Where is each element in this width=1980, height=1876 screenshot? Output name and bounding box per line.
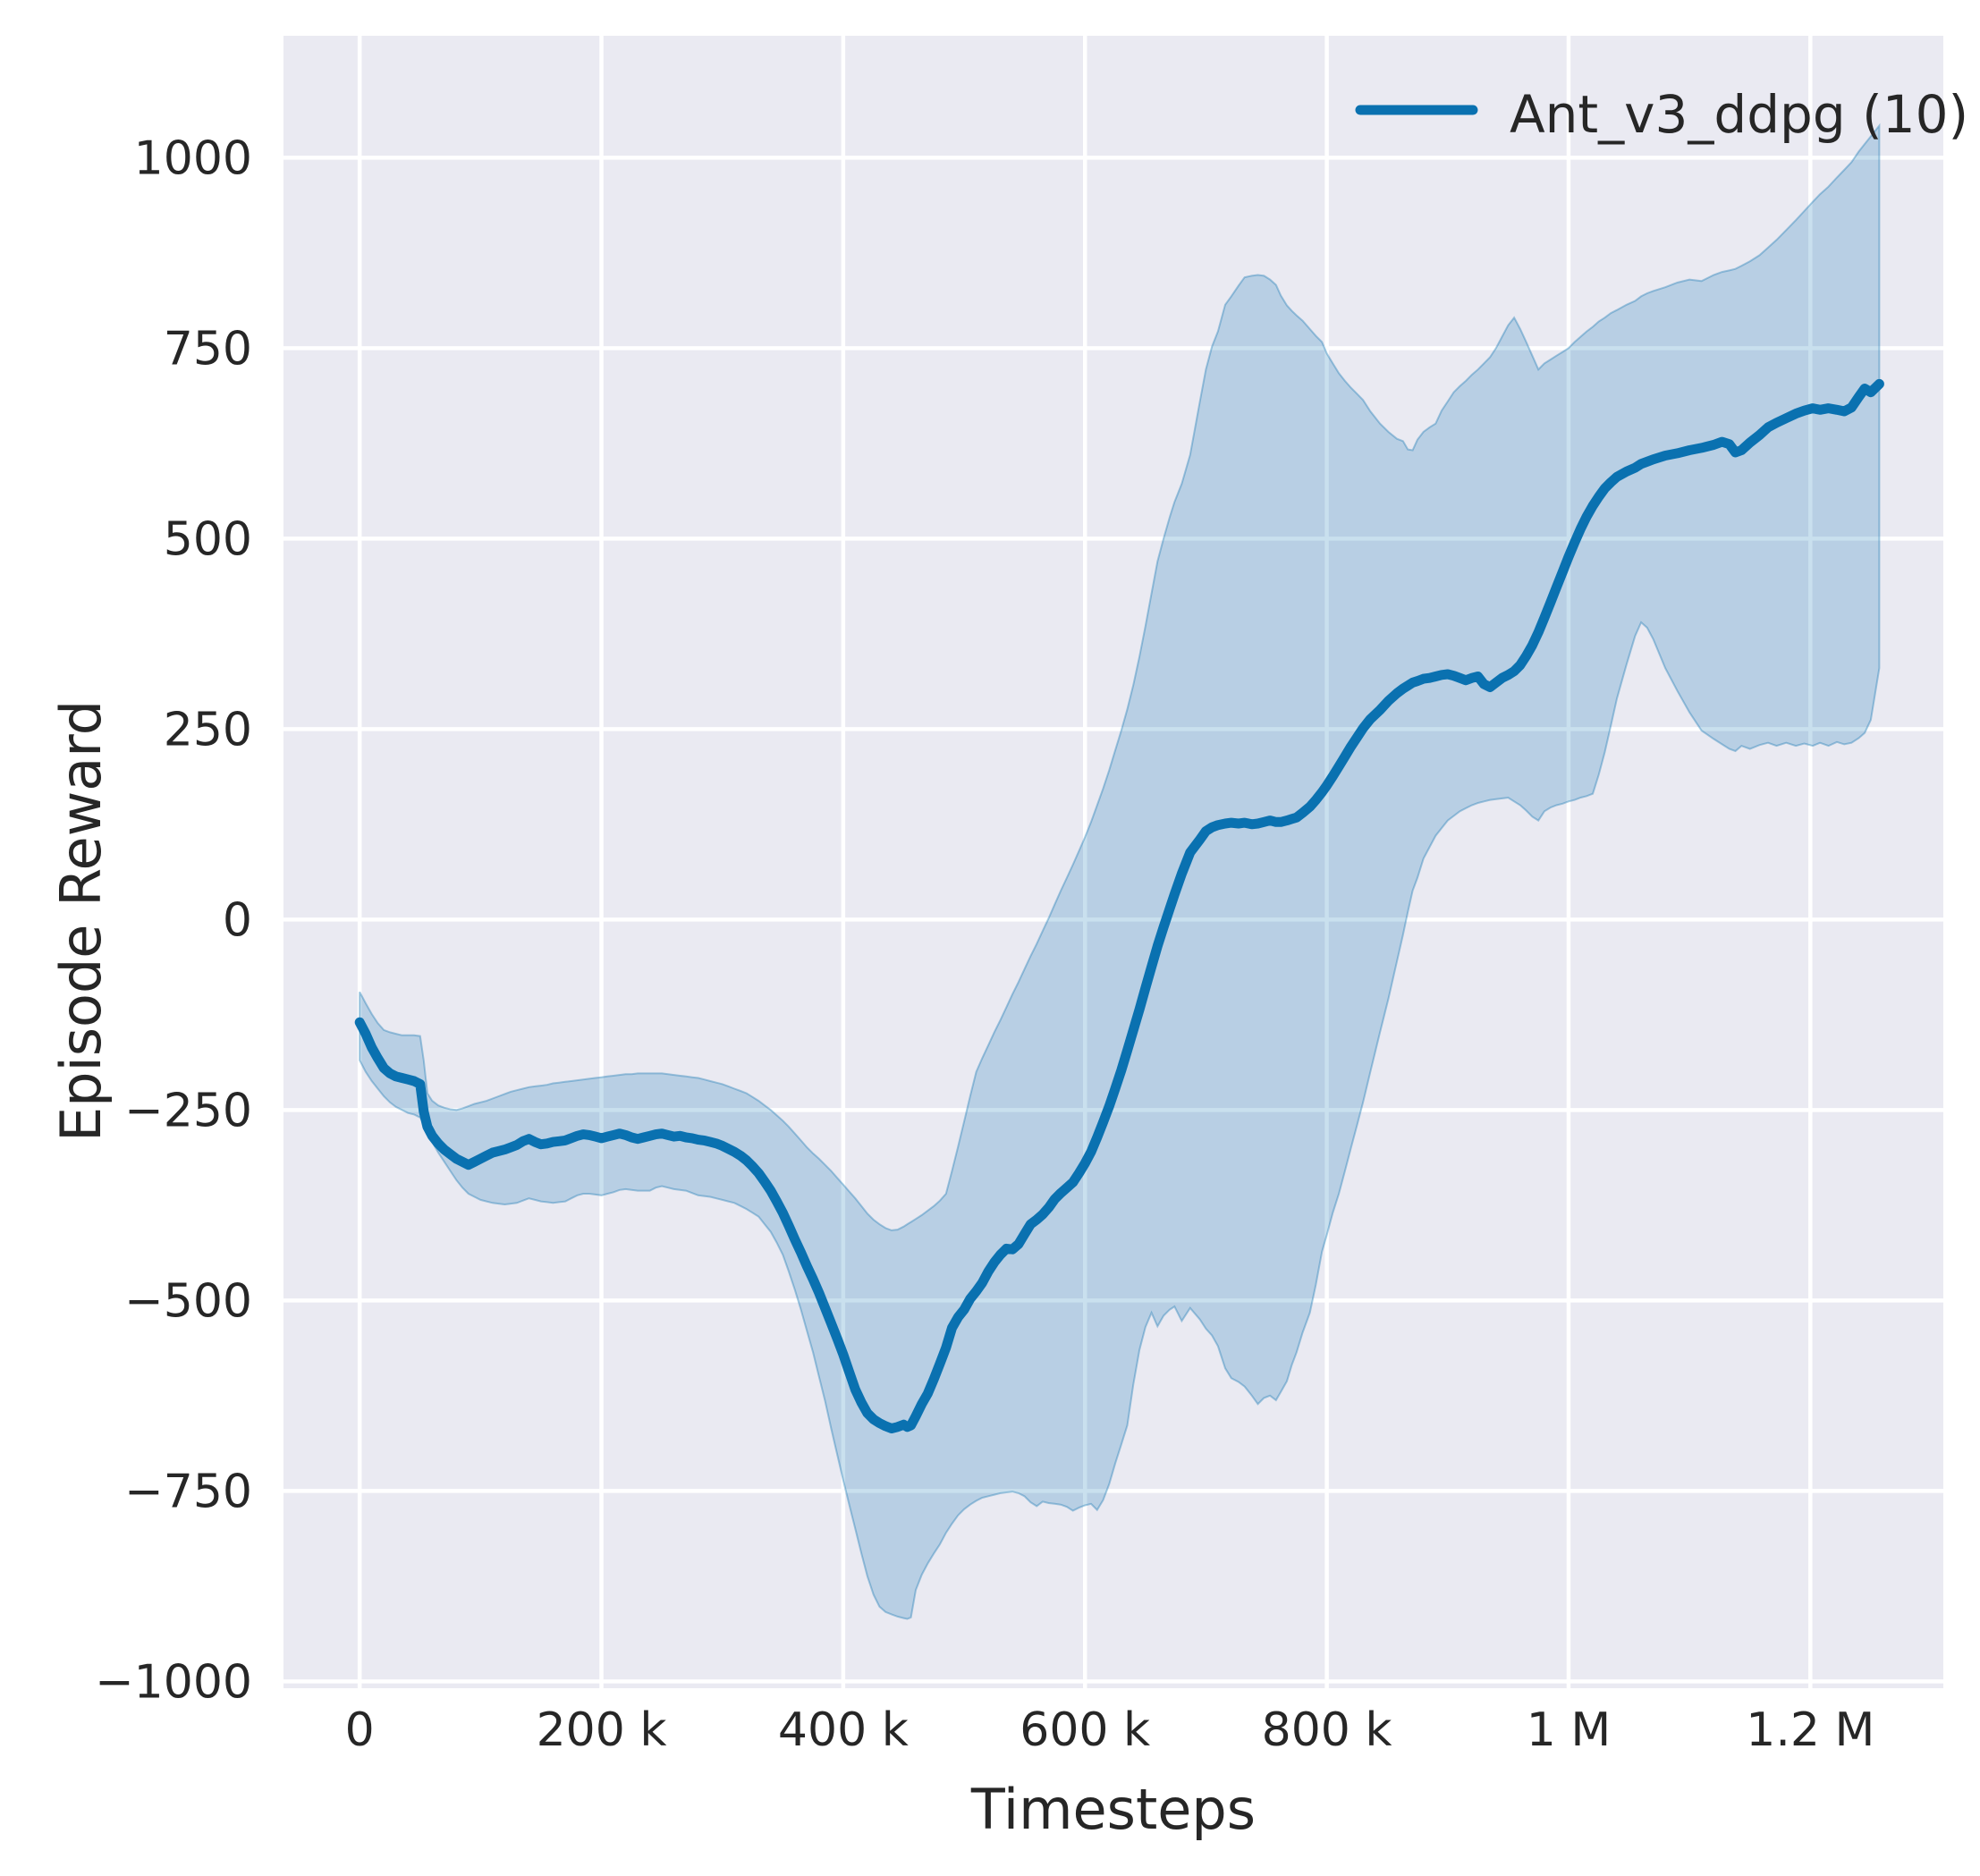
x-tick-labels: 0 200 k 400 k 600 k 800 k 1 M 1.2 M	[345, 1703, 1875, 1757]
y-tick-label: −750	[124, 1465, 252, 1518]
legend: Ant_v3_ddpg (10)	[1355, 84, 1968, 145]
x-tick-label: 400 k	[778, 1703, 909, 1757]
x-tick-label: 600 k	[1020, 1703, 1150, 1757]
plot-background	[283, 36, 1943, 1688]
x-tick-label: 0	[345, 1703, 375, 1757]
gridlines	[283, 36, 1943, 1688]
y-tick-labels: 1000 750 500 250 0 −250 −500 −750 −1000	[95, 131, 252, 1709]
y-axis-title: Episode Reward	[48, 700, 114, 1142]
x-tick-label: 800 k	[1262, 1703, 1392, 1757]
mean-line	[354, 378, 1884, 1433]
confidence-band	[359, 123, 1881, 1620]
y-tick-label: 500	[164, 512, 252, 566]
y-tick-label: −500	[124, 1274, 252, 1328]
mean-reward-line	[354, 378, 1884, 1433]
x-tick-label: 200 k	[537, 1703, 667, 1757]
legend-label: Ant_v3_ddpg (10)	[1510, 84, 1968, 145]
x-axis-title: Timesteps	[970, 1777, 1256, 1842]
confidence-band-area	[359, 123, 1881, 1620]
y-tick-label: 0	[223, 893, 252, 947]
y-tick-label: −250	[124, 1084, 252, 1137]
y-tick-label: 1000	[134, 131, 252, 185]
y-tick-label: 750	[164, 322, 252, 376]
y-tick-label: −1000	[95, 1655, 252, 1709]
y-tick-label: 250	[164, 703, 252, 756]
x-tick-label: 1.2 M	[1746, 1703, 1874, 1757]
x-tick-label: 1 M	[1527, 1703, 1611, 1757]
